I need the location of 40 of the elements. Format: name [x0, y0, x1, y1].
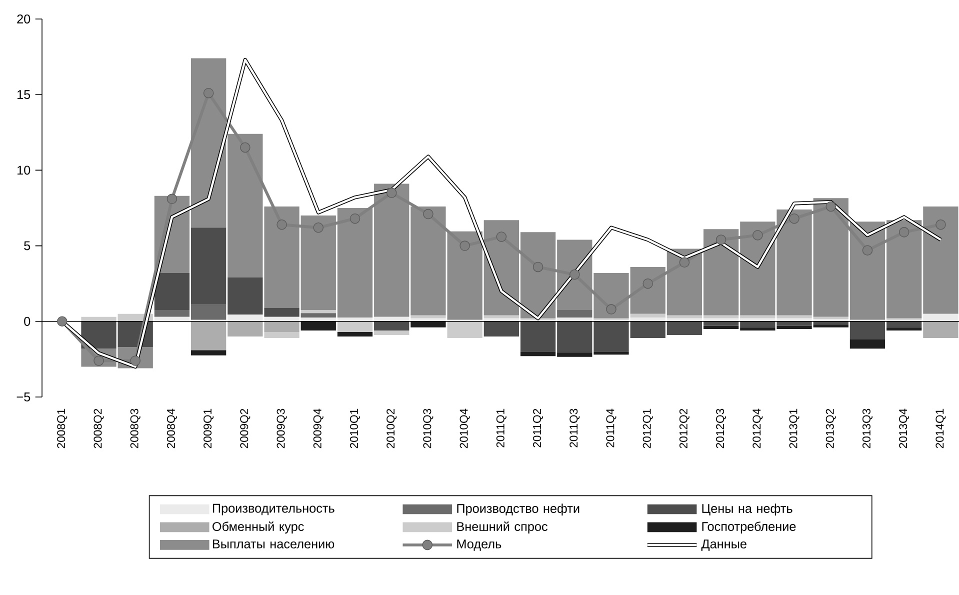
legend-label: Выплаты населению: [212, 540, 334, 548]
legend-label: Обменный курс: [212, 522, 304, 534]
x-tick-label: 2008Q2: [94, 408, 104, 448]
x-tick-label: 2009Q1: [204, 408, 214, 448]
y-tick-label: 10: [18, 166, 30, 175]
x-tick-label: 2012Q1: [642, 408, 653, 448]
x-tick-label: 2011Q4: [606, 408, 616, 448]
x-tick-label: 2013Q4: [899, 408, 910, 448]
y-tick-label: 20: [17, 14, 30, 24]
x-tick-label: 2008Q1: [57, 408, 68, 448]
x-tick-label: 2012Q3: [716, 408, 726, 448]
x-tick-label: 2008Q3: [130, 408, 140, 448]
x-tick-label: 2014Q1: [936, 408, 946, 448]
x-tick-label: 2009Q4: [313, 408, 324, 448]
x-tick-label: 2013Q3: [862, 408, 873, 448]
legend-label: Госпотребление: [702, 522, 796, 534]
y-tick-label: 5: [24, 241, 30, 250]
x-tick-label: 2013Q1: [789, 408, 800, 448]
x-tick-label: 2009Q3: [276, 408, 287, 448]
x-tick-label: 2013Q2: [826, 408, 836, 448]
x-tick-label: 2012Q4: [752, 408, 763, 448]
legend-label: Производительность: [212, 504, 334, 516]
x-tick-label: 2010Q4: [460, 408, 470, 448]
y-tick-label: 15: [18, 90, 30, 100]
x-tick-label: 2009Q2: [240, 408, 250, 448]
x-tick-label: 2011Q2: [533, 408, 544, 448]
legend-label: Данные: [701, 540, 746, 551]
x-tick-label: 2008Q4: [166, 408, 177, 448]
x-tick-label: 2010Q1: [350, 408, 360, 448]
y-tick-label: 0: [24, 316, 30, 326]
x-tick-label: 2010Q3: [423, 408, 434, 448]
x-tick-label: 2012Q2: [679, 408, 690, 448]
x-tick-label: 2011Q1: [496, 408, 506, 448]
legend-label: Цены на нефть: [702, 504, 792, 516]
legend-label: Производство нефти: [457, 504, 580, 516]
legend-label: Внешний спрос: [457, 522, 548, 534]
x-tick-label: 2011Q3: [570, 408, 580, 448]
y-tick-label: −5: [16, 392, 30, 402]
legend-label: Модель: [457, 540, 502, 551]
x-tick-label: 2010Q2: [386, 408, 397, 448]
